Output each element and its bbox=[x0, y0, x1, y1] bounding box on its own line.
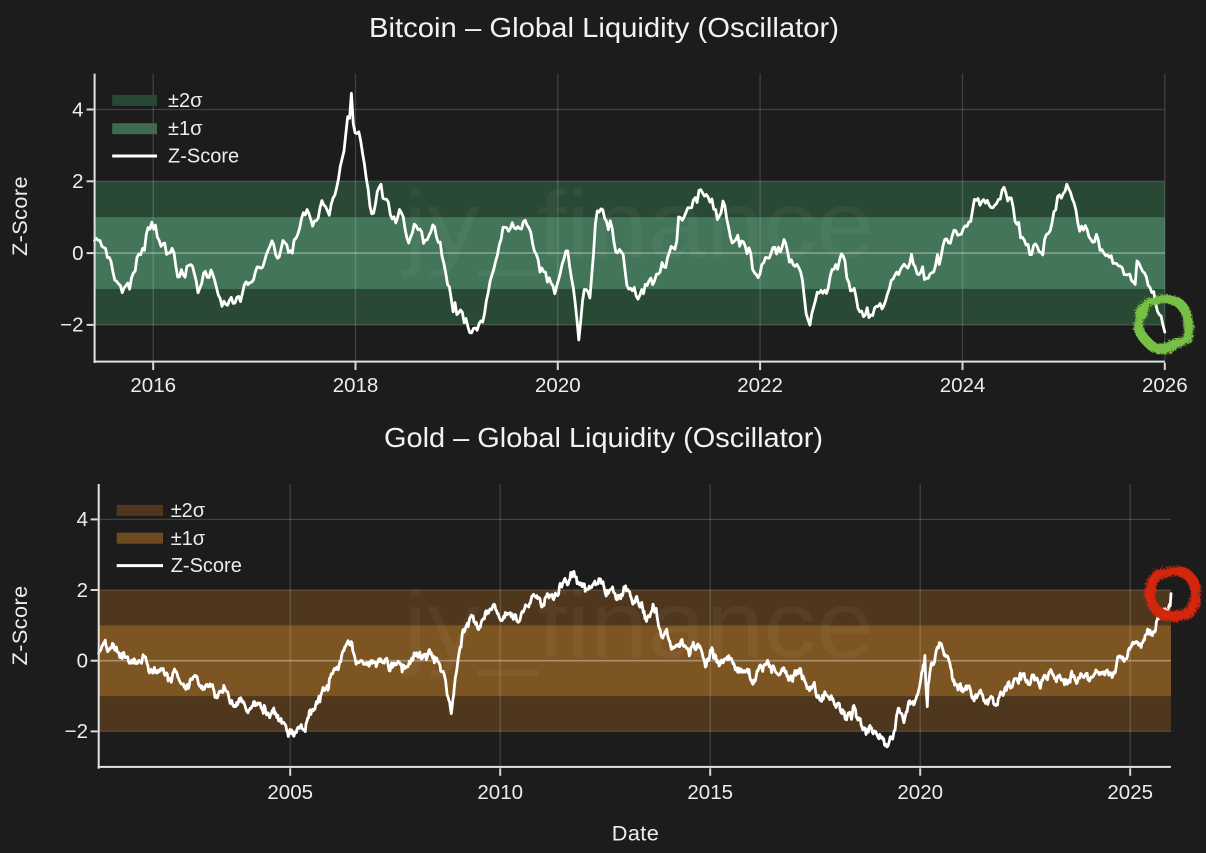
svg-text:2025: 2025 bbox=[1107, 781, 1153, 804]
svg-text:2: 2 bbox=[77, 579, 88, 602]
svg-text:0: 0 bbox=[77, 650, 88, 673]
svg-text:jy_finance: jy_finance bbox=[401, 172, 874, 278]
svg-text:2020: 2020 bbox=[535, 374, 581, 397]
svg-text:−2: −2 bbox=[65, 720, 88, 743]
svg-text:±1σ: ±1σ bbox=[171, 528, 206, 550]
svg-text:2026: 2026 bbox=[1142, 374, 1188, 397]
svg-text:±2σ: ±2σ bbox=[171, 500, 206, 522]
svg-text:±2σ: ±2σ bbox=[168, 90, 203, 112]
svg-text:4: 4 bbox=[77, 508, 88, 531]
svg-text:Z-Score: Z-Score bbox=[7, 585, 32, 665]
svg-text:2020: 2020 bbox=[897, 781, 943, 804]
svg-text:Gold – Global Liquidity (Oscil: Gold – Global Liquidity (Oscillator) bbox=[384, 422, 823, 453]
svg-text:2: 2 bbox=[72, 170, 83, 193]
svg-text:−2: −2 bbox=[60, 314, 83, 337]
svg-text:Date: Date bbox=[612, 820, 659, 845]
svg-text:2015: 2015 bbox=[687, 781, 733, 804]
svg-text:Bitcoin – Global Liquidity (Os: Bitcoin – Global Liquidity (Oscillator) bbox=[369, 12, 839, 43]
svg-text:Z-Score: Z-Score bbox=[7, 176, 32, 256]
svg-text:±1σ: ±1σ bbox=[168, 118, 203, 140]
svg-text:Z-Score: Z-Score bbox=[168, 146, 239, 168]
svg-text:jy_finance: jy_finance bbox=[401, 572, 874, 678]
svg-text:2016: 2016 bbox=[130, 374, 176, 397]
svg-text:Z-Score: Z-Score bbox=[171, 555, 242, 577]
svg-text:0: 0 bbox=[72, 242, 83, 265]
svg-text:2024: 2024 bbox=[940, 374, 986, 397]
svg-text:2005: 2005 bbox=[267, 781, 313, 804]
svg-text:2010: 2010 bbox=[477, 781, 523, 804]
svg-text:4: 4 bbox=[72, 98, 83, 121]
svg-text:2018: 2018 bbox=[333, 374, 379, 397]
svg-text:2022: 2022 bbox=[737, 374, 783, 397]
